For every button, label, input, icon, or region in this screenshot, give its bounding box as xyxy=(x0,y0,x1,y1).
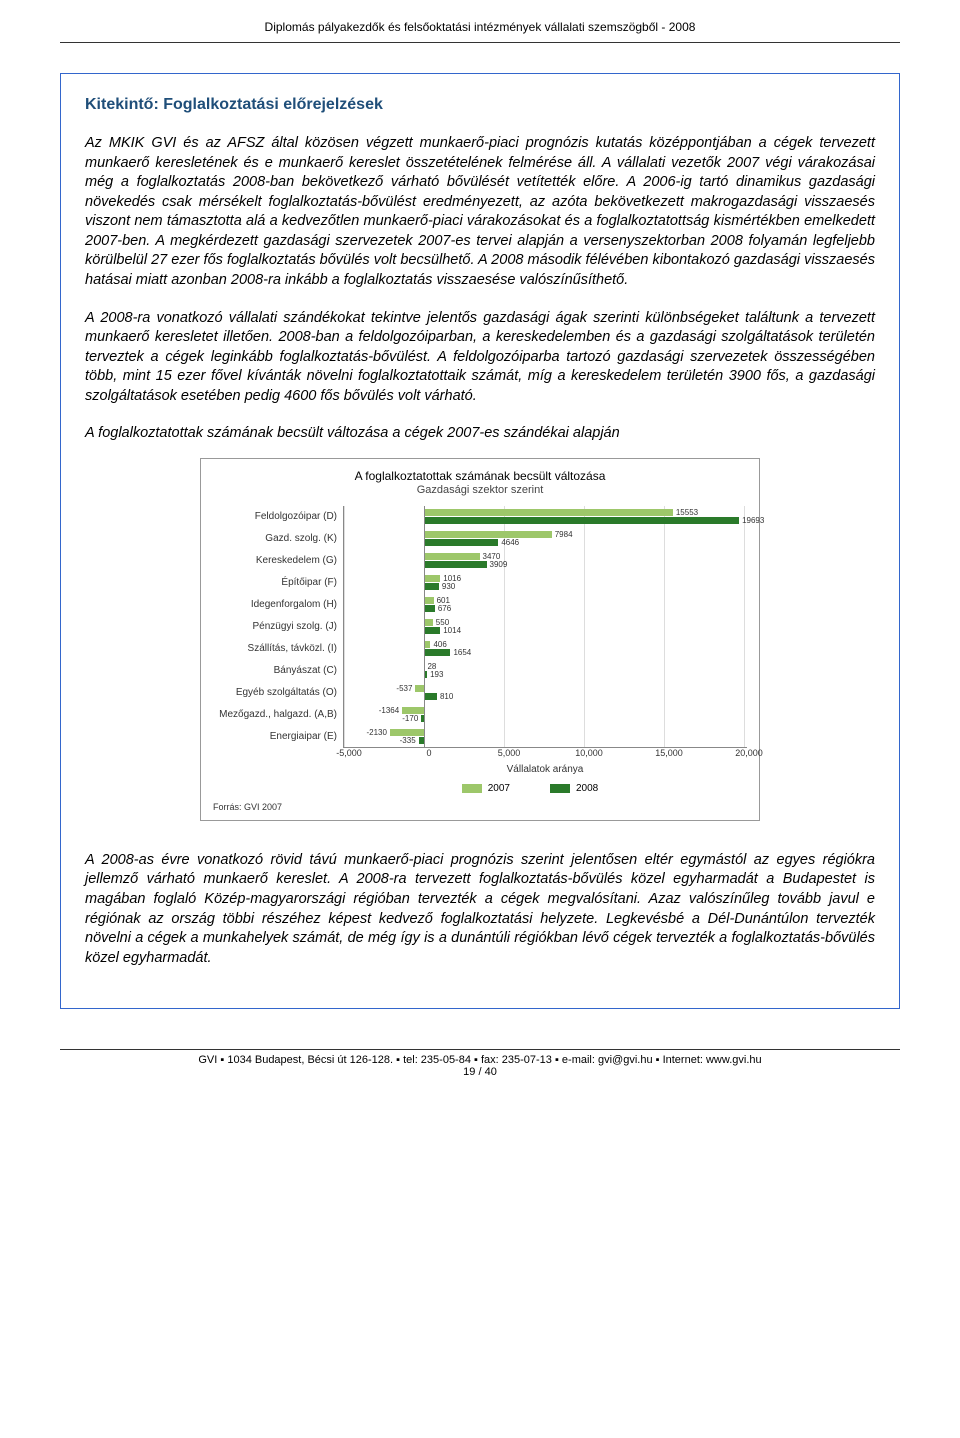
y-category-label: Mezőgazd., halgazd. (A,B) xyxy=(213,704,337,726)
legend-swatch xyxy=(462,784,482,793)
bar-group: -2130 -335 xyxy=(344,726,744,748)
chart-container: A foglalkoztatottak számának becsült vál… xyxy=(200,458,760,821)
legend-item: 2008 xyxy=(550,783,598,794)
footer-page-number: 19 / 40 xyxy=(60,1066,900,1078)
bar-label-2007: -2130 xyxy=(366,729,386,736)
header-rule xyxy=(60,42,900,43)
bar-label-2008: 1654 xyxy=(453,649,471,656)
chart-source: Forrás: GVI 2007 xyxy=(213,802,747,812)
bar-group: -1364-170 xyxy=(344,704,744,726)
x-axis-label: Vállalatok aránya xyxy=(343,764,747,775)
bar-label-2007: 28 xyxy=(427,663,436,670)
x-tick-label: 20,000 xyxy=(735,748,763,758)
y-category-label: Feldolgozóipar (D) xyxy=(213,506,337,528)
bar-label-2008: 810 xyxy=(440,693,453,700)
bar-label-2008: 1014 xyxy=(443,627,461,634)
y-category-label: Kereskedelem (G) xyxy=(213,550,337,572)
bar-2008 xyxy=(424,539,498,546)
page-container: Diplomás pályakezdők és felsőoktatási in… xyxy=(0,0,960,1049)
bar-label-2007: 1016 xyxy=(443,575,461,582)
x-tick-label: 5,000 xyxy=(498,748,521,758)
bar-2007 xyxy=(424,597,434,604)
y-category-label: Építőipar (F) xyxy=(213,572,337,594)
paragraph-1: Az MKIK GVI és az AFSZ által közösen vég… xyxy=(85,134,875,291)
x-tick-label: 15,000 xyxy=(655,748,683,758)
bar-label-2008: 193 xyxy=(430,671,443,678)
y-category-label: Egyéb szolgáltatás (O) xyxy=(213,682,337,704)
page-footer: GVI ▪ 1034 Budapest, Bécsi út 126-128. ▪… xyxy=(60,1049,900,1078)
bar-2008 xyxy=(424,605,435,612)
chart-subtitle: Gazdasági szektor szerint xyxy=(213,484,747,496)
chart-legend: 2007 2008 xyxy=(313,783,747,794)
bar-group: 34703909 xyxy=(344,550,744,572)
bar-group: 7984 4646 xyxy=(344,528,744,550)
bar-group: 601676 xyxy=(344,594,744,616)
bar-label-2008: 930 xyxy=(442,583,455,590)
bar-label-2007: 550 xyxy=(436,619,449,626)
bar-2007 xyxy=(424,619,433,626)
doc-header: Diplomás pályakezdők és felsőoktatási in… xyxy=(60,20,900,34)
bar-label-2008: -170 xyxy=(402,715,418,722)
bar-group: 5501014 xyxy=(344,616,744,638)
bar-2008 xyxy=(424,693,437,700)
content-box: Kitekintő: Foglalkoztatási előrejelzések… xyxy=(60,73,900,1009)
bar-group: 1555319693 xyxy=(344,506,744,528)
paragraph-4: A 2008-as évre vonatkozó rövid távú munk… xyxy=(85,851,875,968)
bar-label-2007: -537 xyxy=(396,685,412,692)
bar-2007 xyxy=(402,707,424,714)
section-title: Kitekintő: Foglalkoztatási előrejelzések xyxy=(85,96,875,114)
legend-label: 2007 xyxy=(488,783,510,794)
plot-area: 1555319693798446463470390910169306016765… xyxy=(343,506,747,748)
bar-2008 xyxy=(424,517,739,524)
bar-label-2007: 3470 xyxy=(483,553,501,560)
x-tick-label: 10,000 xyxy=(575,748,603,758)
bar-group: 28193 xyxy=(344,660,744,682)
bar-2008 xyxy=(424,627,440,634)
y-category-label: Szállítás, távközl. (I) xyxy=(213,638,337,660)
bar-2007 xyxy=(424,553,480,560)
gridline xyxy=(744,506,745,747)
bar-2008 xyxy=(424,561,487,568)
bar-group: 1016930 xyxy=(344,572,744,594)
y-category-label: Gazd. szolg. (K) xyxy=(213,528,337,550)
legend-item: 2007 xyxy=(462,783,510,794)
bar-label-2008: -335 xyxy=(400,737,416,744)
y-axis-labels: Feldolgozóipar (D)Gazd. szolg. (K)Keresk… xyxy=(213,506,343,748)
y-category-label: Bányászat (C) xyxy=(213,660,337,682)
y-category-label: Idegenforgalom (H) xyxy=(213,594,337,616)
x-tick-label: -5,000 xyxy=(336,748,362,758)
bar-group: 406 1654 xyxy=(344,638,744,660)
bar-label-2008: 3909 xyxy=(490,561,508,568)
chart-body: Feldolgozóipar (D)Gazd. szolg. (K)Keresk… xyxy=(213,506,747,748)
bar-2007 xyxy=(390,729,424,736)
bar-label-2008: 676 xyxy=(438,605,451,612)
bar-label-2007: 15553 xyxy=(676,509,698,516)
bar-2007 xyxy=(424,575,440,582)
bar-label-2008: 19693 xyxy=(742,517,764,524)
x-tick-label: 0 xyxy=(426,748,431,758)
bar-label-2007: 601 xyxy=(437,597,450,604)
chart-caption: A foglalkoztatottak számának becsült vál… xyxy=(85,424,875,444)
bar-label-2008: 4646 xyxy=(501,539,519,546)
chart-title: A foglalkoztatottak számának becsült vál… xyxy=(213,469,747,483)
y-category-label: Energiaipar (E) xyxy=(213,726,337,748)
bar-2007 xyxy=(415,685,424,692)
paragraph-2: A 2008-ra vonatkozó vállalati szándékoka… xyxy=(85,309,875,407)
bar-2007 xyxy=(424,531,552,538)
bar-group: -537 810 xyxy=(344,682,744,704)
bar-label-2007: -1364 xyxy=(379,707,399,714)
bar-2008 xyxy=(424,583,439,590)
x-axis-ticks: -5,00005,00010,00015,00020,000 xyxy=(349,748,749,762)
footer-contact: GVI ▪ 1034 Budapest, Bécsi út 126-128. ▪… xyxy=(60,1054,900,1066)
legend-swatch xyxy=(550,784,570,793)
bar-2008 xyxy=(424,649,450,656)
bar-label-2007: 7984 xyxy=(555,531,573,538)
bar-label-2007: 406 xyxy=(433,641,446,648)
bar-2007 xyxy=(424,509,673,516)
legend-label: 2008 xyxy=(576,783,598,794)
zero-line xyxy=(424,506,425,747)
y-category-label: Pénzügyi szolg. (J) xyxy=(213,616,337,638)
